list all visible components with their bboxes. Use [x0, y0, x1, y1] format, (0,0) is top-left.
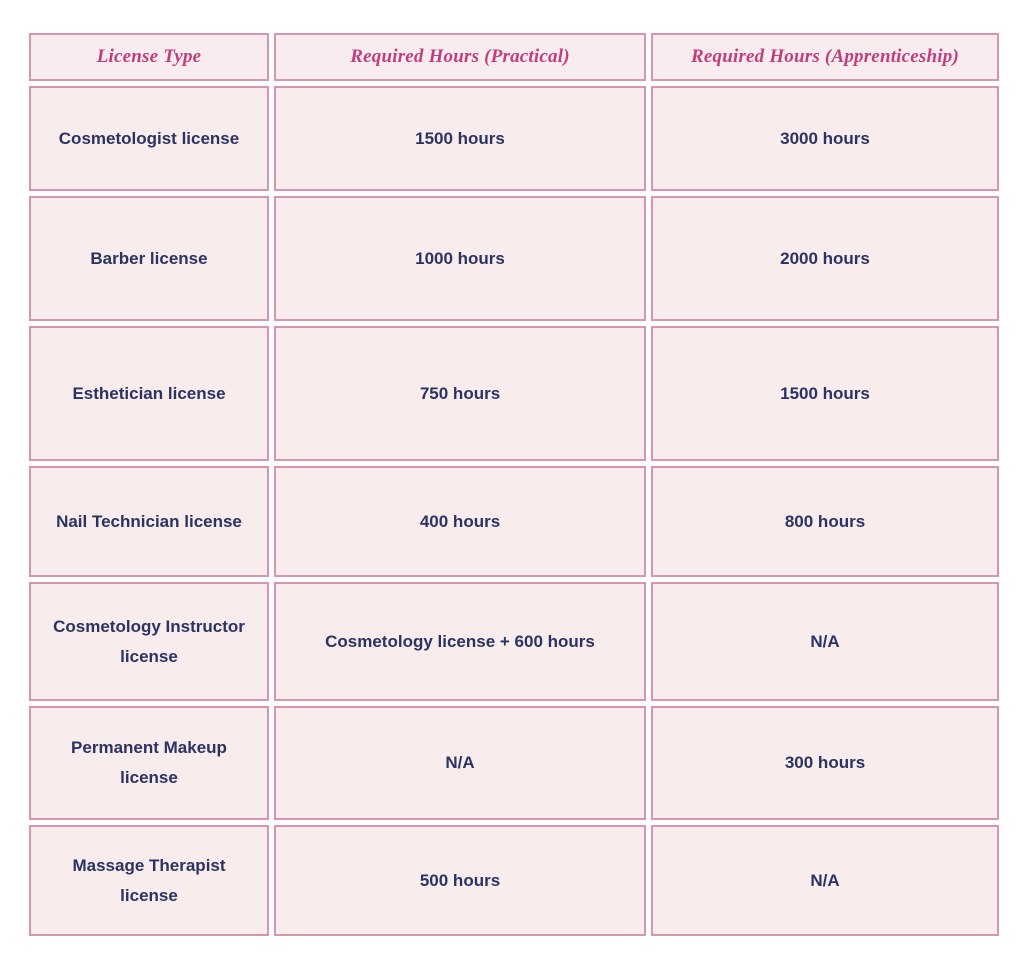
- header-license-type-label: License Type: [96, 46, 202, 67]
- header-required-hours-apprenticeship-label: Required Hours (Apprenticeship): [691, 46, 959, 67]
- cell-text: Cosmetology Instructor license: [53, 616, 245, 666]
- table-cell-license-type: Permanent Makeup license: [29, 706, 269, 820]
- cell-text: 400 hours: [419, 511, 501, 531]
- table-cell-license-type: Cosmetology Instructor license: [29, 582, 269, 701]
- cell-text: Permanent Makeup license: [71, 738, 227, 787]
- cell-text: N/A: [445, 753, 475, 773]
- table-cell-apprenticeship-hours: N/A: [651, 582, 999, 701]
- cell-text: 3000 hours: [780, 128, 870, 148]
- cell-text: Massage Therapist license: [72, 855, 226, 905]
- cell-text: 750 hours: [419, 383, 501, 403]
- cell-text: 500 hours: [419, 870, 501, 890]
- cell-text: 2000 hours: [780, 248, 870, 268]
- cell-text: N/A: [810, 631, 840, 651]
- table-cell-practical-hours: Cosmetology license + 600 hours: [274, 582, 646, 701]
- cell-text: 1500 hours: [415, 128, 505, 148]
- table-cell-apprenticeship-hours: 800 hours: [651, 466, 999, 577]
- cell-text: 300 hours: [784, 753, 866, 773]
- cell-text: Cosmetology license + 600 hours: [325, 631, 595, 651]
- table-cell-apprenticeship-hours: N/A: [651, 825, 999, 936]
- cell-text: Barber license: [90, 248, 208, 268]
- table-cell-practical-hours: 750 hours: [274, 326, 646, 461]
- table-cell-apprenticeship-hours: 2000 hours: [651, 196, 999, 321]
- table-cell-license-type: Cosmetologist license: [29, 86, 269, 191]
- table-cell-license-type: Barber license: [29, 196, 269, 321]
- cell-text: Cosmetologist license: [58, 128, 240, 148]
- table-cell-license-type: Esthetician license: [29, 326, 269, 461]
- table-cell-practical-hours: 500 hours: [274, 825, 646, 936]
- table-cell-practical-hours: N/A: [274, 706, 646, 820]
- cell-text: Nail Technician license: [56, 511, 242, 531]
- cell-text: 1500 hours: [780, 383, 870, 403]
- table-cell-apprenticeship-hours: 1500 hours: [651, 326, 999, 461]
- cell-text: 1000 hours: [415, 248, 505, 268]
- cell-text: 800 hours: [784, 511, 866, 531]
- header-required-hours-practical: Required Hours (Practical): [274, 33, 646, 81]
- table-cell-practical-hours: 1000 hours: [274, 196, 646, 321]
- cell-text: Esthetician license: [72, 383, 226, 403]
- table-cell-license-type: Nail Technician license: [29, 466, 269, 577]
- table-cell-license-type: Massage Therapist license: [29, 825, 269, 936]
- header-license-type: License Type: [29, 33, 269, 81]
- header-required-hours-apprenticeship: Required Hours (Apprenticeship): [651, 33, 999, 81]
- license-hours-table: License Type Required Hours (Practical) …: [29, 33, 999, 936]
- table-cell-practical-hours: 400 hours: [274, 466, 646, 577]
- header-required-hours-practical-label: Required Hours (Practical): [350, 46, 570, 67]
- cell-text: N/A: [810, 870, 840, 890]
- table-cell-practical-hours: 1500 hours: [274, 86, 646, 191]
- table-cell-apprenticeship-hours: 3000 hours: [651, 86, 999, 191]
- table-cell-apprenticeship-hours: 300 hours: [651, 706, 999, 820]
